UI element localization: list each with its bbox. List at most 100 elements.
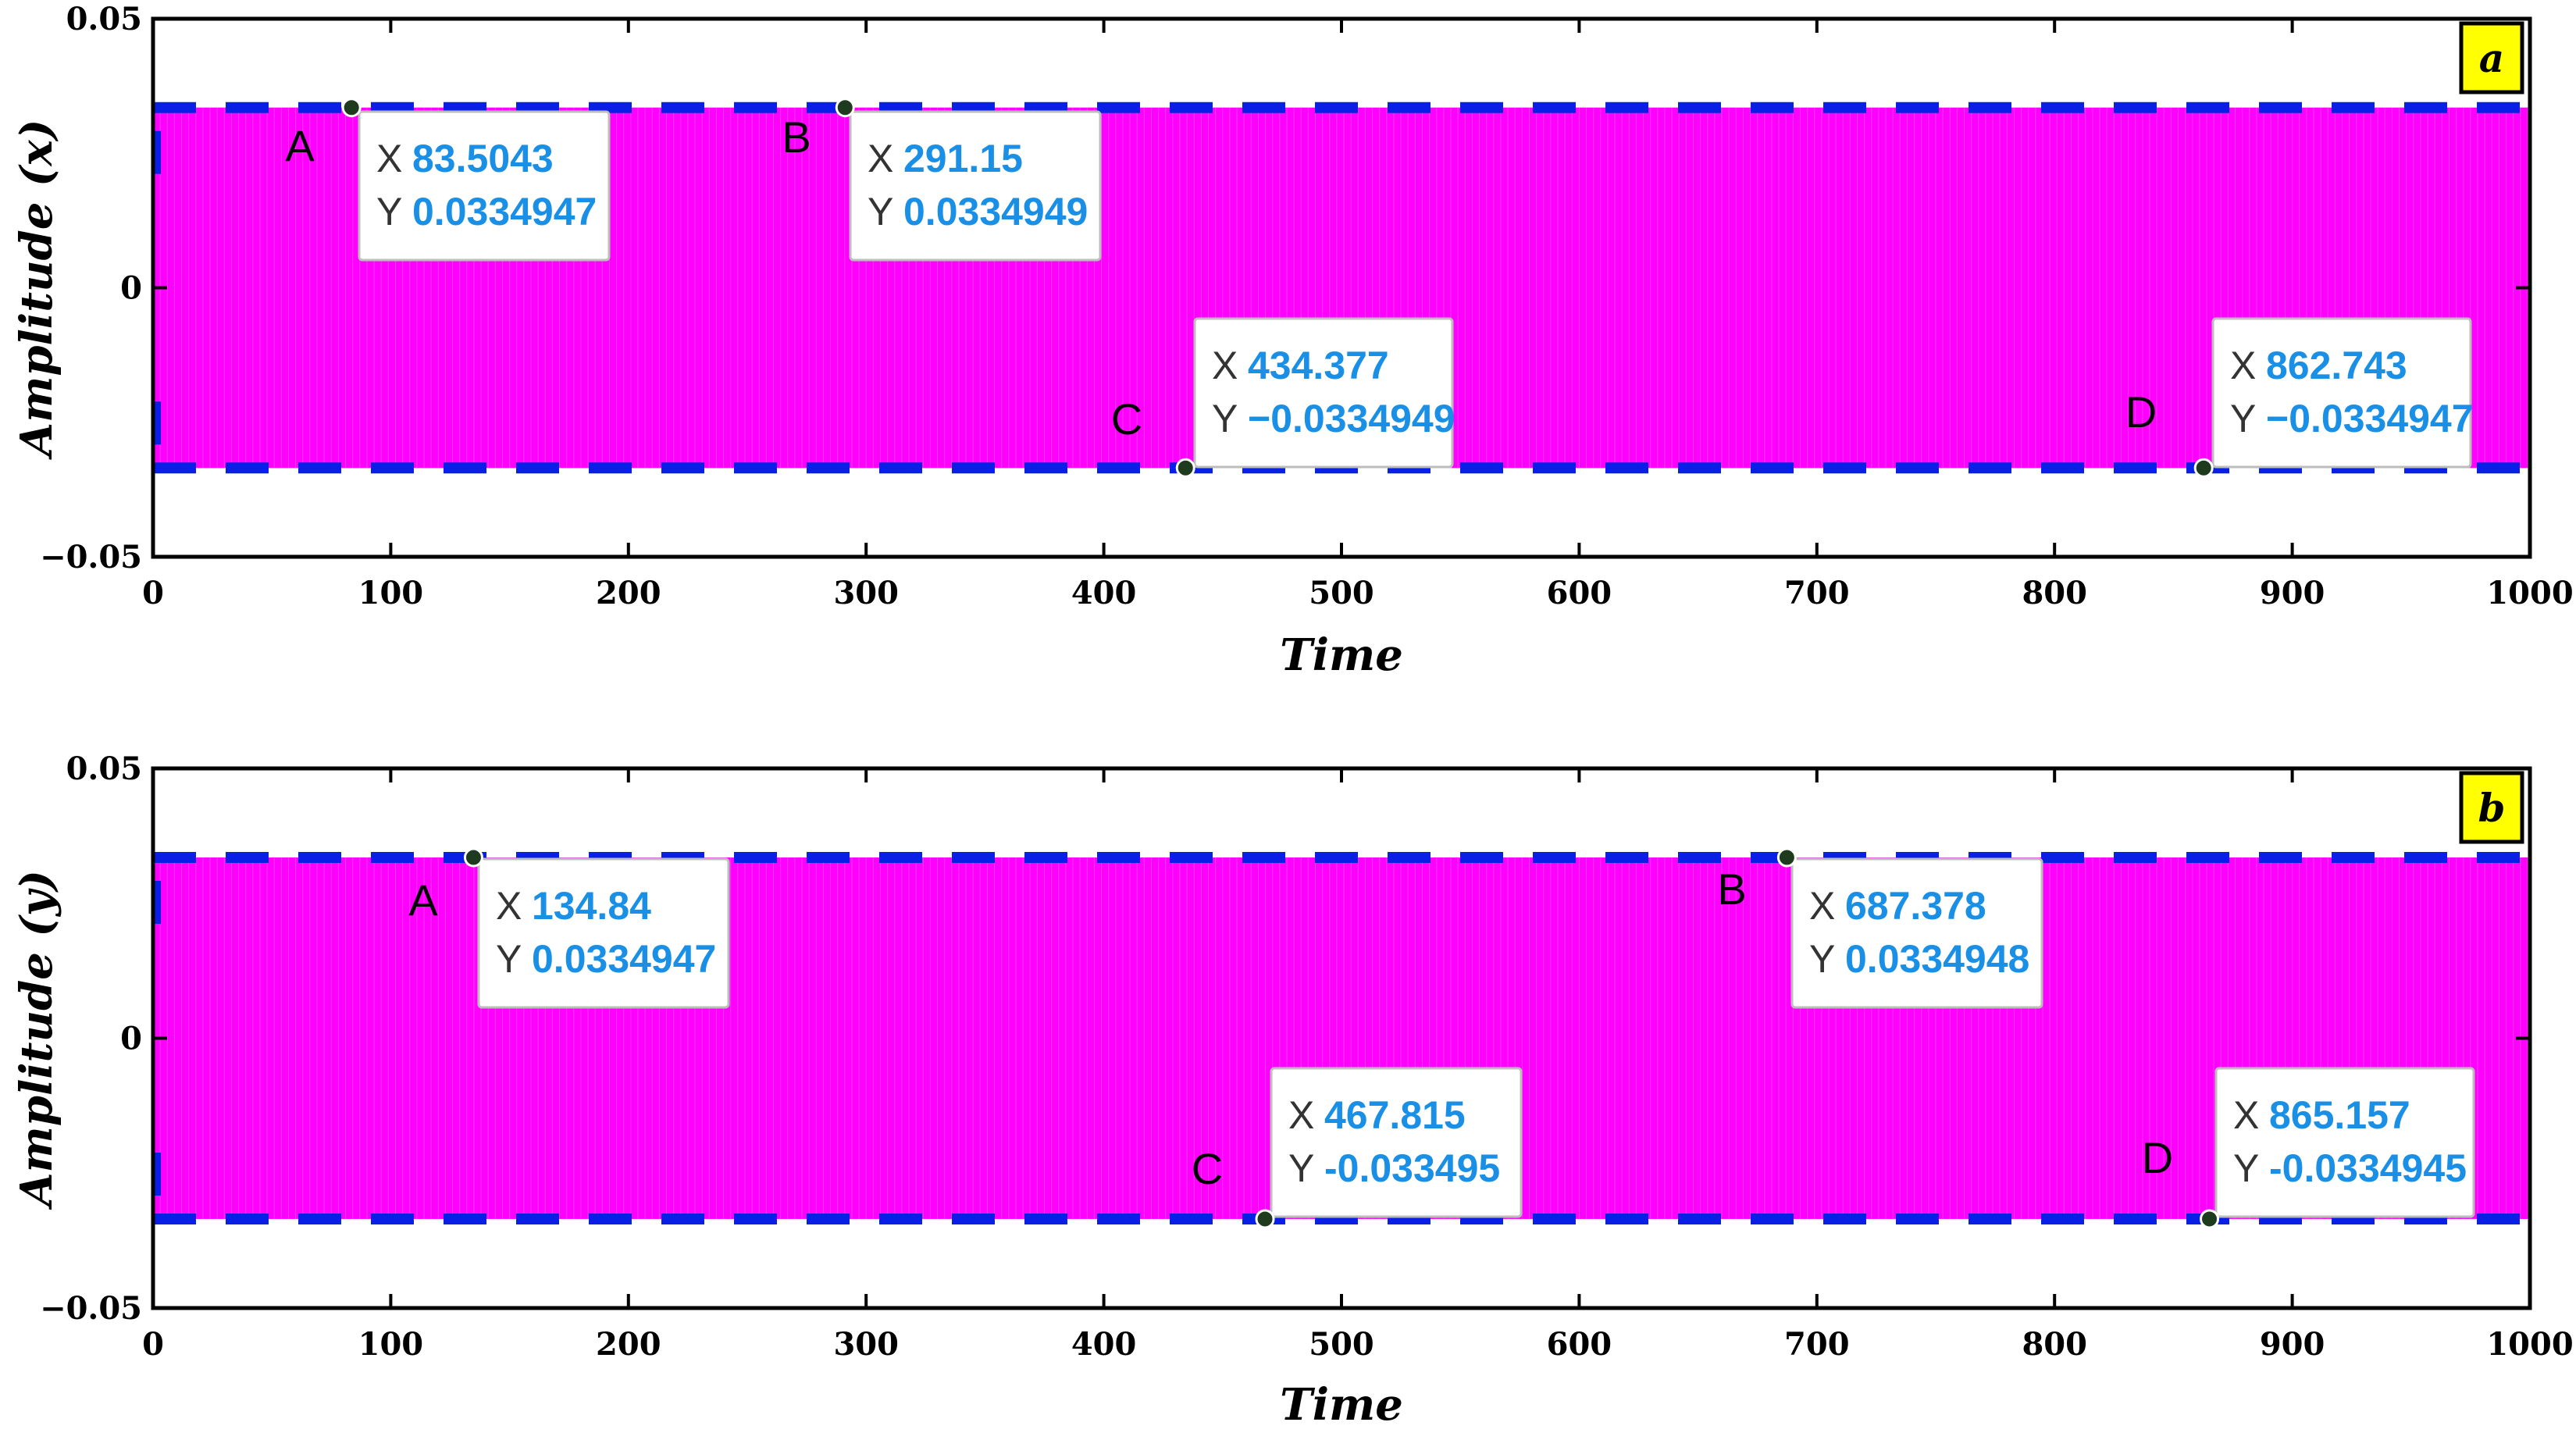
datatip-y-key: Y	[376, 190, 402, 233]
y-tick-label: −0.05	[40, 539, 142, 576]
datatip-box	[2214, 1067, 2475, 1218]
y-tick-label: 0.05	[66, 750, 142, 787]
datatip-box	[1193, 317, 1454, 469]
y-tick-label: 0.05	[66, 1, 142, 37]
x-axis-title: Time	[1280, 1379, 1403, 1431]
datatip-A: X 134.84Y 0.0334947 A	[408, 847, 730, 1009]
x-tick-label: 200	[596, 1326, 661, 1363]
panel-tag-box	[2459, 771, 2524, 844]
datatip-box	[849, 110, 1102, 262]
datatip-x-key: X	[1809, 884, 1835, 928]
datatip-y-key: Y	[1809, 937, 1835, 981]
x-tick-label: 200	[596, 575, 661, 611]
x-tick-label: 600	[1547, 1326, 1612, 1363]
datatip-marker	[463, 847, 483, 868]
datatip-marker	[2193, 458, 2214, 478]
datatip-marker	[2200, 1209, 2220, 1229]
x-tick-label: 800	[2022, 1326, 2087, 1363]
datatip-y-value: 0.0334948	[1845, 937, 2029, 981]
datatip-y-value: 0.0334949	[903, 190, 1088, 233]
datatip-y-key: Y	[496, 937, 522, 981]
x-tick-label: 400	[1071, 1326, 1137, 1363]
datatip-x-key: X	[1288, 1093, 1314, 1137]
datatip-marker	[341, 98, 362, 118]
x-tick-label: 300	[833, 575, 899, 611]
y-tick-label: 0	[120, 270, 142, 307]
x-tick-label: 100	[358, 1326, 424, 1363]
x-tick-label: 700	[1784, 1326, 1850, 1363]
datatip-x-key: X	[376, 137, 402, 180]
datatip-point-label: B	[782, 112, 811, 162]
x-tick-label: 100	[358, 575, 424, 611]
datatip-y-value: -0.0334945	[2269, 1146, 2467, 1190]
y-axis-title: Amplitude (x)	[11, 119, 62, 461]
x-tick-label: 500	[1309, 575, 1374, 611]
x-tick-label: 900	[2260, 1326, 2325, 1363]
datatip-point-label: B	[1717, 864, 1746, 914]
datatip-box	[358, 110, 611, 262]
x-tick-label: 1000	[2486, 575, 2573, 611]
datatip-y-value: -0.033495	[1324, 1146, 1500, 1190]
datatip-point-label: A	[285, 121, 315, 170]
x-tick-label: 1000	[2486, 1326, 2573, 1363]
datatip-box	[477, 857, 730, 1009]
datatip-y-key: Y	[1288, 1146, 1314, 1190]
y-tick-label: −0.05	[40, 1290, 142, 1327]
datatip-y-value: −0.0334949	[1248, 397, 1455, 440]
panel-tag-box	[2459, 21, 2524, 94]
datatip-box	[2211, 317, 2472, 469]
datatip-y-key: Y	[2233, 1146, 2259, 1190]
datatip-x-value: 434.377	[1248, 344, 1389, 387]
x-tick-label: 800	[2022, 575, 2087, 611]
datatip-point-label: D	[2125, 387, 2157, 437]
datatip-B: X 291.15Y 0.0334949 B	[782, 98, 1102, 262]
y-tick-label: 0	[120, 1021, 142, 1057]
x-tick-label: 0	[142, 1326, 164, 1363]
datatip-y-value: −0.0334947	[2266, 397, 2474, 440]
datatip-x-value: 862.743	[2266, 344, 2407, 387]
datatip-marker	[1175, 458, 1195, 478]
datatip-marker	[835, 98, 855, 118]
datatip-point-label: D	[2142, 1133, 2173, 1182]
datatip-y-key: Y	[1212, 397, 1238, 440]
x-tick-label: 400	[1071, 575, 1137, 611]
x-tick-label: 500	[1309, 1326, 1374, 1363]
datatip-x-value: 467.815	[1324, 1093, 1466, 1137]
datatip-point-label: C	[1111, 394, 1142, 444]
datatip-x-key: X	[2230, 344, 2256, 387]
datatip-x-value: 83.5043	[412, 137, 554, 180]
datatip-marker	[1255, 1209, 1275, 1229]
oscillation-stripes	[152, 857, 2528, 1219]
datatip-x-key: X	[2233, 1093, 2259, 1137]
datatip-point-label: A	[408, 875, 438, 925]
x-tick-label: 600	[1547, 575, 1612, 611]
datatip-point-label: C	[1192, 1144, 1223, 1193]
datatip-marker	[1776, 847, 1797, 868]
x-tick-label: 700	[1784, 575, 1850, 611]
panel-tag-label: a	[2479, 35, 2504, 81]
datatip-y-value: 0.0334947	[532, 937, 716, 981]
x-tick-label: 300	[833, 1326, 899, 1363]
datatip-x-value: 687.378	[1845, 884, 1986, 928]
datatip-y-key: Y	[2230, 397, 2256, 440]
x-tick-label: 0	[142, 575, 164, 611]
datatip-y-key: Y	[868, 190, 893, 233]
panel-tag-label: b	[2478, 785, 2506, 831]
datatip-x-key: X	[868, 137, 893, 180]
y-axis-title: Amplitude (y)	[11, 870, 62, 1210]
x-axis-title: Time	[1280, 629, 1403, 681]
datatip-x-value: 291.15	[903, 137, 1023, 180]
panel-a: 0 100 200 300 400 500 600 700 800 900 10000.050−0.…	[11, 1, 2574, 681]
datatip-x-value: 134.84	[532, 884, 651, 928]
panel-b: 0 100 200 300 400 500 600 700 800 900 10000.050−0.…	[11, 750, 2574, 1431]
datatip-y-value: 0.0334947	[412, 190, 597, 233]
datatip-box	[1270, 1067, 1523, 1218]
datatip-box	[1790, 857, 2043, 1009]
datatip-x-key: X	[1212, 344, 1238, 387]
